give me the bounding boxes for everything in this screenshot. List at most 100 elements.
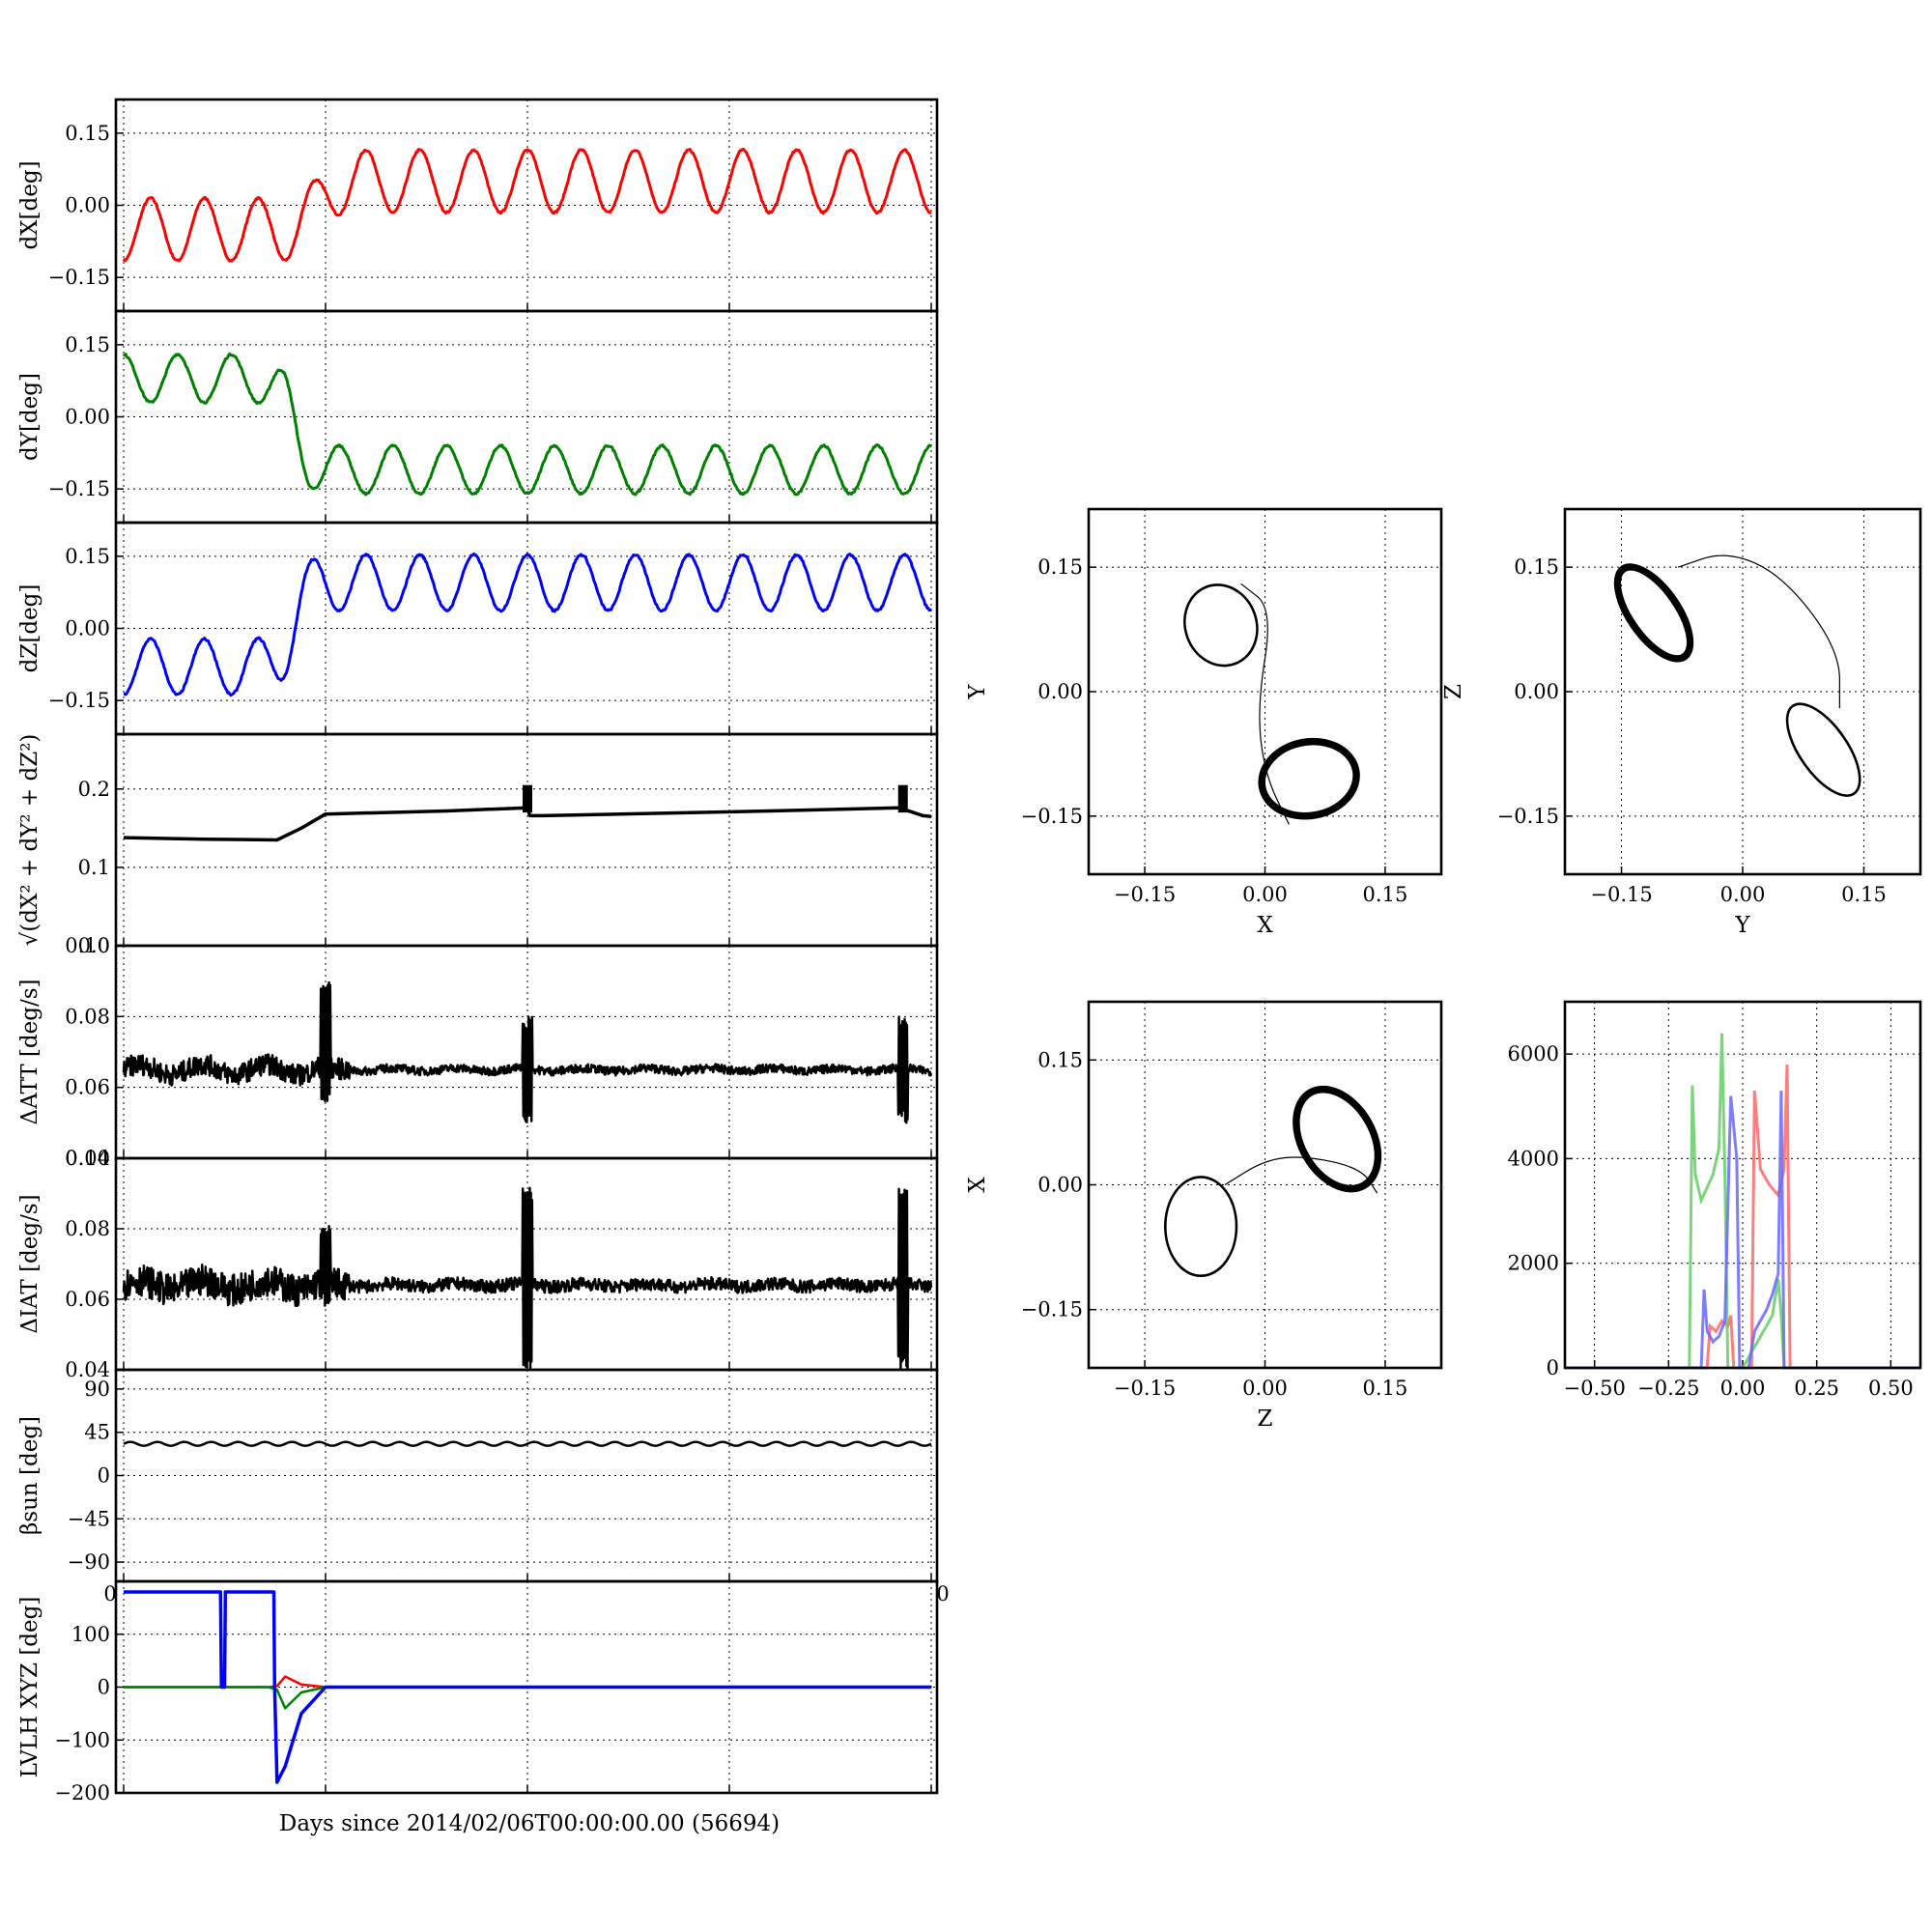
diat-ytick-label: 0.06 (65, 1288, 110, 1311)
panel-norm: 0.2 0.1 0.0 √(dX² + dY² + dZ²) (17, 732, 939, 957)
dx-ytick-label: 0.15 (65, 122, 110, 145)
norm-spike (897, 784, 908, 813)
beta-ytick-label: 45 (84, 1421, 110, 1444)
dz-ytick-label: 0.00 (65, 617, 110, 640)
zx-xtick-label: 0.15 (1363, 1377, 1408, 1400)
zx-ytick-label: −0.15 (1021, 1298, 1083, 1321)
shared-x-axis-label: Days since 2014/02/06T00:00:00.00 (56694… (279, 1811, 780, 1836)
yz-orbit-loop (1613, 563, 1694, 663)
xy-xtick-label: 0.00 (1242, 883, 1288, 906)
zx-ytick-label: 0.00 (1037, 1174, 1083, 1197)
zx-axes-frame (1087, 1000, 1443, 1370)
diat-ytick-label: 0.08 (65, 1217, 110, 1240)
lvlh-ytick-label: −100 (54, 1728, 110, 1751)
beta-series-line (123, 1440, 932, 1447)
hist-xtick-label: −0.50 (1563, 1377, 1625, 1400)
hist-xtick-label: 0.25 (1794, 1377, 1839, 1400)
norm-ylabel: √(dX² + dY² + dZ²) (17, 734, 43, 947)
datt-ytick-label: 0.08 (65, 1005, 110, 1028)
xy-xlabel: X (1257, 913, 1273, 938)
datt-ytick-label: 0.10 (65, 934, 110, 957)
diat-ytick-label: 0.04 (65, 1358, 110, 1381)
datt-ytick-label: 0.04 (65, 1147, 110, 1170)
panel-xy: 0.15 0.00 −0.15 −0.15 0.00 0.15 X Y (965, 507, 1443, 938)
zx-ytick-label: 0.15 (1037, 1048, 1083, 1071)
dz-ytick-label: −0.15 (48, 689, 110, 712)
beta-ytick-label: −90 (68, 1550, 110, 1574)
yz-orbit-loop (1786, 703, 1861, 796)
norm-ytick-label: 0.1 (78, 856, 110, 879)
dx-ylabel: dX[deg] (17, 160, 43, 249)
panel-hist: 6000 4000 2000 0−0.50 −0.25 0.00 0.25 0.50 (1508, 1000, 1922, 1400)
yz-xtick-label: −0.15 (1590, 883, 1652, 906)
yz-xtick-label: 0.15 (1841, 883, 1887, 906)
yz-ylabel: Z (1441, 684, 1466, 699)
datt-series-line (122, 980, 933, 1124)
xy-ytick-label: 0.15 (1037, 555, 1083, 579)
lvlh-ytick-label: 100 (71, 1623, 110, 1646)
datt-ytick-label: 0.06 (65, 1076, 110, 1099)
dz-ylabel: dZ[deg] (17, 584, 43, 673)
yz-xlabel: Y (1734, 913, 1750, 938)
norm-series-line (123, 806, 932, 842)
zx-orbit-loop (1165, 1177, 1237, 1277)
hist-ytick-label: 0 (1547, 1356, 1559, 1379)
dx-ytick-label: 0.00 (65, 194, 110, 217)
lvlh-ylabel: LVLH XYZ [deg] (17, 1597, 43, 1778)
panel-datt: 0.10 0.08 0.06 0.04 ΔATT [deg/s] (17, 934, 939, 1170)
diat-ytick-label: 0.10 (65, 1147, 110, 1170)
beta-ytick-label: 90 (84, 1378, 110, 1401)
xy-orbit-loop (1259, 738, 1359, 819)
yz-axes-frame (1563, 507, 1922, 876)
yz-xtick-label: 0.00 (1720, 883, 1766, 906)
dy-ytick-label: −0.15 (48, 477, 110, 500)
zx-xtick-label: 0.00 (1242, 1377, 1288, 1400)
yz-ytick-label: 0.15 (1514, 555, 1559, 579)
lvlh-axes-frame (114, 1579, 939, 1795)
dx-ytick-label: −0.15 (48, 266, 110, 289)
hist-ytick-label: 4000 (1508, 1147, 1559, 1170)
yz-ytick-label: 0.00 (1514, 680, 1559, 703)
xy-orbit-loop (1183, 583, 1259, 668)
dy-ytick-label: 0.15 (65, 333, 110, 356)
panel-yz: 0.15 0.00 −0.15 −0.15 0.00 0.15 Y Z (1441, 507, 1922, 938)
hist-ytick-label: 6000 (1508, 1042, 1559, 1065)
zx-xlabel: Z (1258, 1406, 1273, 1432)
xy-orbit-loop (1261, 740, 1357, 817)
dz-ytick-label: 0.15 (65, 545, 110, 568)
xy-ylabel: Y (965, 684, 990, 700)
xy-transition-path (1240, 582, 1290, 825)
panel-beta: 90 45 0 −45 −90 βsun [deg] (17, 1368, 939, 1583)
hist-series-line-1 (1565, 1033, 1920, 1370)
norm-spike (523, 784, 532, 813)
hist-xtick-label: −0.25 (1637, 1377, 1699, 1400)
zx-transition-path (1224, 1156, 1378, 1194)
zx-ylabel: X (965, 1177, 990, 1193)
xy-orbit-loop (1184, 584, 1258, 667)
lvlh-ytick-label: −200 (54, 1781, 110, 1804)
hist-xtick-label: 0.00 (1720, 1377, 1766, 1400)
diat-ylabel: ΔIAT [deg/s] (17, 1194, 43, 1333)
beta-ylabel: βsun [deg] (17, 1416, 43, 1535)
xy-orbit-loop (1258, 737, 1360, 820)
dy-ylabel: dY[deg] (17, 373, 43, 461)
xy-axes-frame (1087, 507, 1443, 876)
panel-diat: 0.10 0.08 0.06 0.04 ΔIAT [deg/s] (17, 1147, 939, 1381)
yz-transition-path (1677, 554, 1840, 709)
norm-ytick-label: 0.0 (78, 934, 110, 957)
norm-ytick-label: 0.2 (78, 778, 110, 801)
xy-xtick-label: 0.15 (1363, 883, 1408, 906)
time-xtick-label-left: 0 (103, 1582, 116, 1605)
dz-series-line (123, 552, 932, 697)
hist-xtick-label: 0.50 (1868, 1377, 1914, 1400)
hist-axes-frame (1563, 1000, 1922, 1370)
yz-orbit-loop (1785, 702, 1861, 797)
xy-ytick-label: 0.00 (1037, 680, 1083, 703)
yz-ytick-label: −0.15 (1497, 805, 1559, 828)
panel-lvlh: 100 0 −100 −200 LVLH XYZ [deg] 0 0 (17, 1579, 950, 1804)
zx-xtick-label: −0.15 (1114, 1377, 1176, 1400)
lvlh-2-series-line (124, 1590, 931, 1784)
